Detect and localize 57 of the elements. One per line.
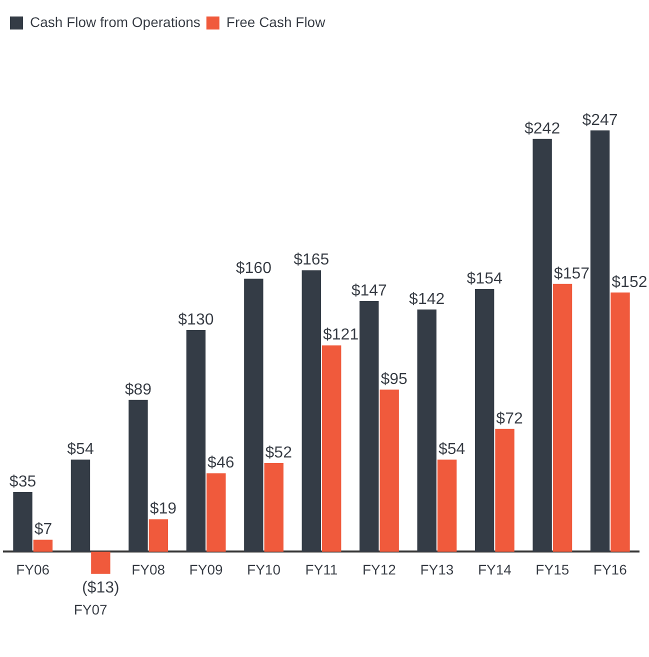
bar bbox=[380, 390, 399, 552]
x-tick-label: FY09 bbox=[189, 562, 223, 578]
bar bbox=[206, 473, 226, 552]
x-tick-label: FY15 bbox=[536, 562, 570, 578]
data-label: $89 bbox=[124, 381, 152, 398]
bar bbox=[70, 460, 90, 552]
bar bbox=[495, 428, 514, 552]
bar bbox=[552, 284, 572, 552]
data-label: $52 bbox=[265, 444, 292, 462]
data-label: $35 bbox=[9, 473, 36, 490]
bar bbox=[302, 270, 321, 552]
bar bbox=[128, 400, 148, 552]
bar bbox=[437, 460, 457, 552]
x-tick-label: FY07 bbox=[74, 602, 108, 618]
data-label: $130 bbox=[178, 311, 214, 328]
x-tick-label: FY08 bbox=[132, 562, 166, 578]
x-tick-label: FY13 bbox=[420, 562, 454, 578]
data-label: $142 bbox=[409, 290, 445, 308]
data-label: $242 bbox=[524, 120, 560, 138]
data-label: $152 bbox=[612, 274, 648, 291]
data-label: $147 bbox=[351, 282, 388, 300]
bar bbox=[91, 552, 110, 574]
data-label: $157 bbox=[554, 265, 590, 282]
data-label: $19 bbox=[150, 500, 177, 518]
bar bbox=[264, 463, 284, 552]
data-label: $154 bbox=[466, 270, 502, 288]
bar bbox=[532, 138, 552, 552]
bar bbox=[360, 300, 379, 552]
data-label: $121 bbox=[323, 326, 359, 344]
bar bbox=[417, 310, 436, 552]
bar bbox=[13, 492, 32, 552]
x-tick-label: FY06 bbox=[16, 562, 50, 578]
x-tick-label: FY14 bbox=[478, 562, 512, 578]
data-label: $165 bbox=[294, 252, 330, 269]
data-label: $54 bbox=[438, 441, 466, 458]
bar bbox=[322, 345, 342, 552]
data-label: $95 bbox=[380, 371, 408, 388]
legend-label: Cash Flow from Operations bbox=[30, 14, 200, 30]
bar bbox=[610, 292, 630, 552]
data-label: $160 bbox=[236, 260, 272, 278]
bar bbox=[186, 330, 206, 552]
bar bbox=[474, 289, 494, 552]
data-label: $72 bbox=[496, 410, 523, 428]
data-label: ($13) bbox=[82, 579, 120, 596]
data-label: $46 bbox=[208, 454, 234, 472]
x-tick-label: FY11 bbox=[305, 562, 338, 578]
x-tick-label: FY12 bbox=[362, 562, 396, 578]
bar bbox=[33, 540, 53, 552]
data-label: $247 bbox=[582, 112, 618, 129]
bar bbox=[148, 519, 168, 552]
data-label: $54 bbox=[67, 441, 94, 458]
x-tick-label: FY10 bbox=[247, 562, 281, 578]
legend-label: Free Cash Flow bbox=[226, 14, 326, 30]
bar bbox=[590, 130, 610, 552]
data-label: $7 bbox=[34, 521, 52, 538]
bar bbox=[244, 278, 264, 552]
x-tick-label: FY16 bbox=[593, 562, 628, 578]
